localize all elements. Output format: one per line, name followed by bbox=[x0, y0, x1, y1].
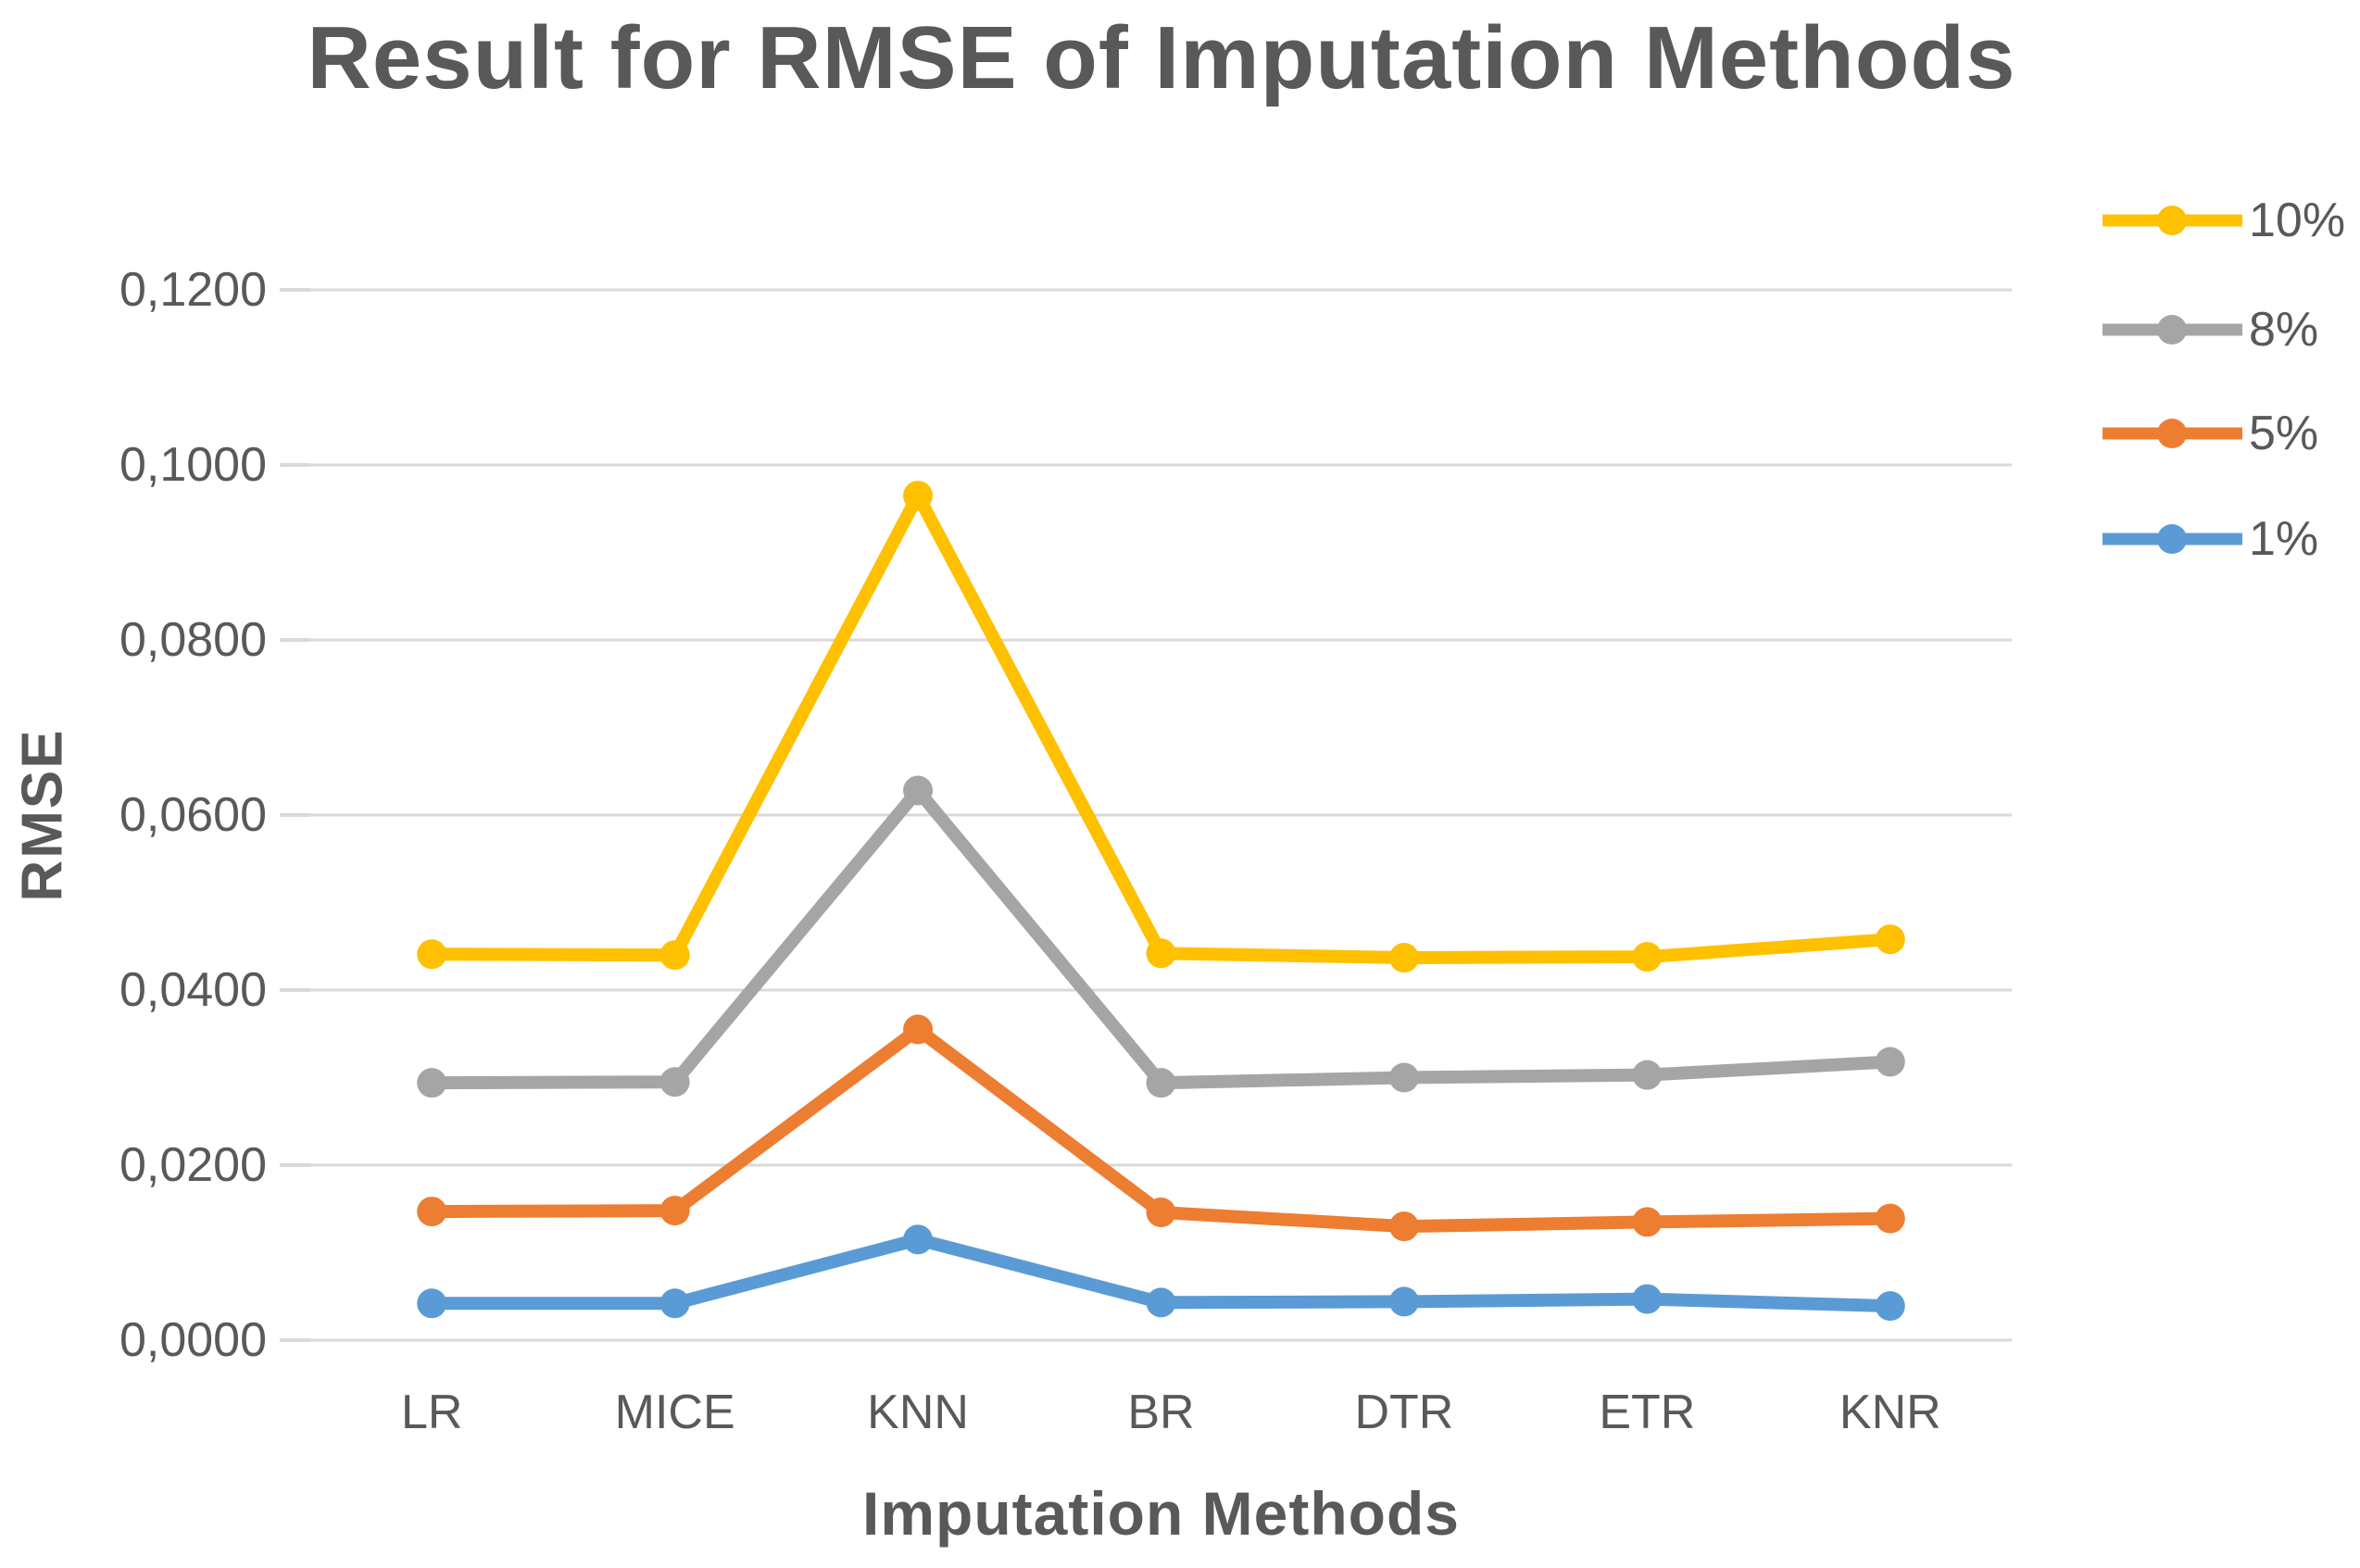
y-tick-label: 0,0800 bbox=[119, 613, 267, 667]
series-marker-10% bbox=[1388, 943, 1419, 973]
x-category-label: KNN bbox=[867, 1386, 969, 1439]
y-tick-label: 0,0200 bbox=[119, 1138, 267, 1192]
series-marker-5% bbox=[1875, 1203, 1905, 1234]
series-marker-5% bbox=[1146, 1198, 1176, 1228]
series-marker-1% bbox=[1875, 1291, 1905, 1322]
series-marker-8% bbox=[1632, 1060, 1663, 1090]
legend-marker-8% bbox=[2157, 315, 2187, 345]
y-tick-label: 0,0400 bbox=[119, 963, 267, 1017]
x-category-label: KNR bbox=[1839, 1386, 1941, 1439]
series-marker-5% bbox=[1632, 1207, 1663, 1237]
x-category-label: DTR bbox=[1354, 1386, 1454, 1439]
y-tick-label: 0,0600 bbox=[119, 788, 267, 842]
series-marker-5% bbox=[417, 1197, 447, 1227]
series-marker-1% bbox=[1388, 1286, 1419, 1317]
series-marker-5% bbox=[659, 1196, 690, 1226]
y-tick-label: 0,0000 bbox=[119, 1313, 267, 1367]
legend-marker-5% bbox=[2157, 419, 2187, 448]
series-marker-5% bbox=[903, 1014, 934, 1045]
series-line-5% bbox=[425, 1022, 1897, 1234]
x-category-label: LR bbox=[400, 1386, 463, 1439]
series-marker-1% bbox=[659, 1288, 690, 1319]
series-line-10% bbox=[425, 489, 1897, 965]
legend-marker-1% bbox=[2157, 524, 2187, 554]
series-marker-8% bbox=[903, 775, 934, 806]
x-axis-title: Imputation Methods bbox=[862, 1479, 1460, 1548]
series-marker-10% bbox=[417, 939, 447, 970]
series-marker-1% bbox=[417, 1288, 447, 1319]
legend-label-10%: 10% bbox=[2249, 194, 2346, 247]
series-marker-8% bbox=[1388, 1062, 1419, 1093]
y-tick-label: 0,1000 bbox=[119, 438, 267, 492]
legend-label-1%: 1% bbox=[2249, 512, 2319, 566]
series-marker-1% bbox=[903, 1224, 934, 1255]
series-marker-10% bbox=[659, 940, 690, 971]
series-marker-8% bbox=[1875, 1047, 1905, 1077]
x-category-label: BR bbox=[1127, 1386, 1195, 1439]
series-marker-1% bbox=[1146, 1287, 1176, 1318]
legend-label-5%: 5% bbox=[2249, 407, 2319, 460]
chart-title: Result for RMSE of Imputation Methods bbox=[307, 8, 2016, 107]
x-category-label: ETR bbox=[1599, 1386, 1696, 1439]
series-marker-10% bbox=[1875, 924, 1905, 955]
x-category-label: MICE bbox=[614, 1386, 735, 1439]
series-marker-8% bbox=[1146, 1068, 1176, 1098]
series-marker-8% bbox=[659, 1067, 690, 1098]
y-tick-label: 0,1200 bbox=[119, 263, 267, 317]
series-marker-5% bbox=[1388, 1211, 1419, 1242]
series-marker-10% bbox=[1146, 938, 1176, 969]
series-marker-10% bbox=[1632, 942, 1663, 972]
series-marker-1% bbox=[1632, 1284, 1663, 1314]
series-marker-8% bbox=[417, 1068, 447, 1098]
legend-marker-10% bbox=[2157, 206, 2187, 235]
series-marker-10% bbox=[903, 481, 934, 511]
series-line-8% bbox=[425, 784, 1897, 1090]
legend-label-8%: 8% bbox=[2249, 303, 2319, 357]
